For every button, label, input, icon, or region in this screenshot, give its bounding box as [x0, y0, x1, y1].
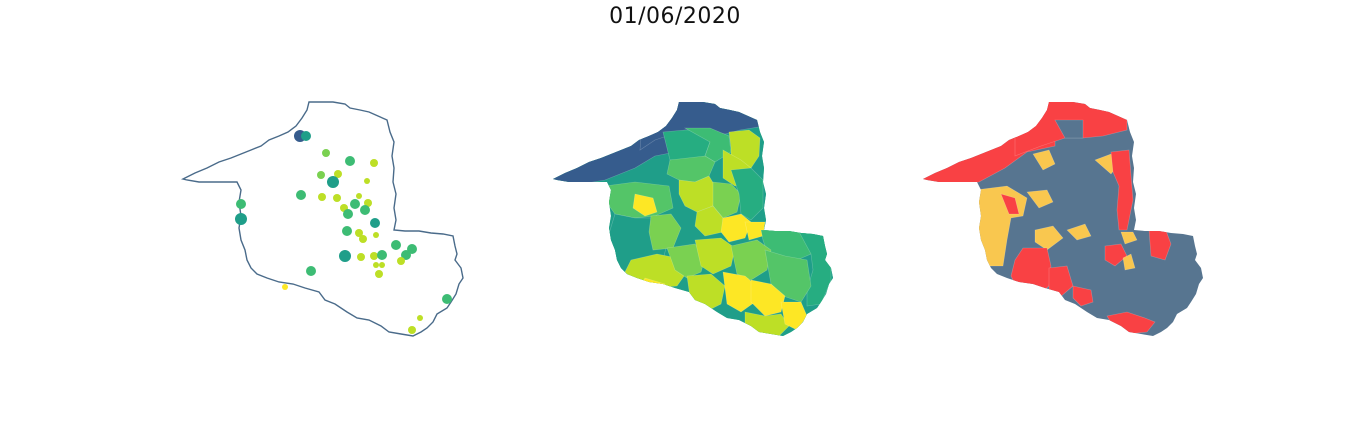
- municipality-point: [377, 250, 387, 260]
- risk-region-high: [1072, 285, 1094, 307]
- risk-region-high: [1048, 265, 1074, 299]
- municipality-point: [370, 252, 378, 260]
- municipality-point: [364, 178, 370, 184]
- risk-region-low: [1054, 119, 1084, 139]
- state-outline: [180, 101, 464, 337]
- risk-region-high: [1110, 149, 1134, 231]
- municipality-point: [360, 205, 370, 215]
- municipality-point: [333, 194, 341, 202]
- choropleth-region: [720, 213, 752, 243]
- map-panel-points: [175, 90, 475, 350]
- municipality-point: [355, 229, 363, 237]
- municipality-point: [350, 199, 360, 209]
- figure-title: 01/06/2020: [609, 4, 741, 29]
- risk-region-medium: [1066, 223, 1092, 241]
- risk-region-high: [1104, 243, 1128, 267]
- risk-region-high: [1000, 193, 1020, 215]
- municipality-point: [373, 262, 379, 268]
- choropleth-region: [632, 193, 658, 217]
- municipality-point: [236, 199, 246, 209]
- municipality-point: [301, 131, 311, 141]
- choropleth-region: [730, 167, 764, 221]
- municipality-point: [417, 315, 423, 321]
- risk-region-medium: [1034, 225, 1064, 251]
- municipality-point: [373, 232, 379, 238]
- municipality-point: [391, 240, 401, 250]
- choropleth-region: [666, 243, 706, 279]
- choropleth-region: [730, 239, 772, 281]
- municipality-point: [317, 171, 325, 179]
- risk-region-medium: [1026, 189, 1054, 209]
- municipality-points-layer: [235, 130, 452, 334]
- municipality-point: [370, 159, 378, 167]
- municipality-point: [401, 250, 411, 260]
- municipality-point: [296, 190, 306, 200]
- municipality-point: [318, 193, 326, 201]
- choropleth-regions-layer: [553, 102, 833, 336]
- municipality-point: [334, 170, 342, 178]
- risk-region-medium: [1120, 231, 1138, 245]
- municipality-point: [442, 294, 452, 304]
- municipality-point: [343, 209, 353, 219]
- municipality-point: [306, 266, 316, 276]
- municipality-point: [345, 156, 355, 166]
- choropleth-region: [780, 301, 808, 331]
- municipality-point: [408, 326, 416, 334]
- risk-region-medium: [1032, 149, 1056, 171]
- municipality-point: [356, 193, 362, 199]
- municipality-point: [339, 250, 351, 262]
- municipality-point: [282, 284, 288, 290]
- municipality-point: [342, 226, 352, 236]
- map-panel-choropleth: [545, 90, 845, 350]
- municipality-point: [357, 253, 365, 261]
- municipality-point: [397, 257, 405, 265]
- choropleth-region: [694, 237, 736, 275]
- municipality-point: [370, 218, 380, 228]
- municipality-point: [327, 176, 339, 188]
- municipality-point: [364, 199, 372, 207]
- risk-regions-layer: [923, 102, 1203, 336]
- municipality-point: [359, 235, 367, 243]
- map-panel-risk: [915, 90, 1215, 350]
- municipality-point: [379, 262, 385, 268]
- municipality-point: [322, 149, 330, 157]
- municipality-point: [235, 213, 247, 225]
- choropleth-region: [750, 279, 786, 317]
- municipality-point: [375, 270, 383, 278]
- risk-region-medium: [1122, 253, 1136, 271]
